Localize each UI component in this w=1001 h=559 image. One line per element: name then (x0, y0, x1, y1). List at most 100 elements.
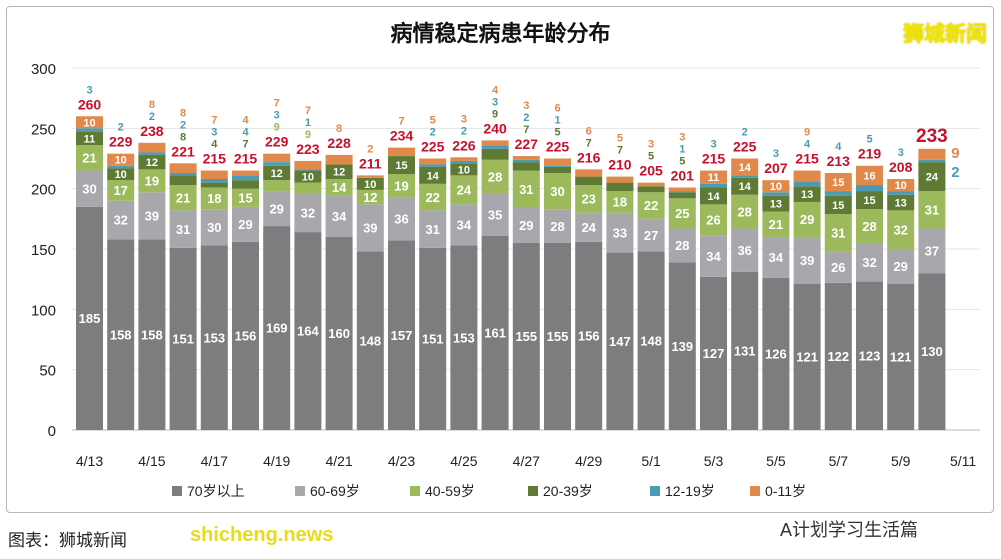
bar-segment (637, 192, 665, 219)
bar-segment (169, 210, 197, 248)
x-tick-label: 4/27 (513, 453, 540, 469)
bar-segment (824, 191, 852, 196)
bar-segment (700, 235, 727, 277)
bar-segment (606, 252, 634, 430)
data-label: 39 (363, 221, 377, 236)
bar-segment (887, 210, 915, 249)
bar-segment (793, 283, 821, 430)
total-label: 234 (390, 128, 414, 144)
data-label: 4 (242, 115, 249, 127)
data-label: 36 (394, 212, 408, 227)
bar-segment (856, 242, 883, 282)
data-label: 151 (422, 332, 444, 347)
bar-segment (700, 204, 727, 236)
bar-segment (294, 182, 322, 194)
y-tick-label: 200 (31, 182, 56, 199)
logo: 狮城新闻 (903, 23, 987, 46)
bar-segment (918, 162, 946, 192)
data-label: 10 (895, 180, 907, 192)
data-label: 4 (492, 84, 499, 96)
bar-segment (824, 251, 852, 283)
data-label: 7 (211, 115, 217, 127)
data-label: 127 (703, 346, 725, 361)
bar-segment (887, 249, 915, 284)
bar-segment (637, 218, 665, 252)
legend-swatch (172, 486, 182, 496)
y-tick-label: 300 (31, 61, 56, 78)
data-label: 29 (519, 218, 533, 233)
data-label: 34 (706, 249, 721, 264)
data-label: 8 (180, 131, 186, 143)
data-label: 185 (79, 311, 101, 326)
bar-segment (419, 158, 447, 165)
data-label: 8 (336, 123, 342, 135)
data-label: 32 (113, 213, 127, 228)
data-label: 122 (827, 349, 849, 364)
data-label: 32 (862, 255, 876, 270)
total-label: 228 (327, 135, 351, 151)
data-label: 148 (359, 333, 381, 348)
bar-segment (388, 147, 415, 157)
bar-segment (232, 170, 259, 176)
total-label: 238 (140, 123, 164, 139)
x-tick-label: 5/7 (829, 453, 849, 469)
data-label: 7 (523, 124, 529, 136)
legend-swatch (750, 486, 760, 496)
data-label: 148 (640, 333, 662, 348)
bar-segment (637, 251, 665, 430)
bar-segment (232, 206, 259, 242)
bar-segment (169, 175, 197, 186)
data-label: 1 (554, 115, 560, 127)
data-label: 3 (710, 139, 716, 151)
data-label: 36 (737, 243, 751, 258)
bar-segment (668, 192, 696, 199)
bar-segment (263, 226, 291, 430)
bar-segment (169, 247, 197, 430)
bar-segment (107, 168, 135, 181)
data-label: 16 (863, 170, 875, 182)
total-label: 207 (764, 160, 788, 176)
data-label: 19 (394, 178, 408, 193)
bar-segment (481, 193, 509, 236)
data-label: 31 (176, 222, 190, 237)
bar-segment (856, 209, 883, 243)
data-label: 31 (831, 225, 845, 240)
x-tick-label: 4/17 (201, 453, 228, 469)
data-label: 7 (586, 137, 592, 149)
total-label: 226 (452, 137, 476, 153)
data-label: 15 (832, 177, 844, 189)
data-label: 5 (617, 133, 623, 145)
site-watermark: shicheng.news (190, 524, 334, 546)
data-label: 2 (461, 125, 467, 137)
bar-segment (263, 180, 291, 192)
data-label: 5 (679, 155, 685, 167)
data-label: 3 (86, 84, 92, 96)
data-label: 10 (364, 179, 376, 191)
bar-segment (606, 191, 634, 213)
bar-segment (544, 165, 571, 167)
total-label: 227 (515, 136, 539, 152)
legend-label: 60-69岁 (310, 483, 360, 499)
data-label: 24 (581, 220, 596, 235)
data-label: 4 (835, 141, 842, 153)
x-tick-label: 5/1 (641, 453, 661, 469)
bar-segment (918, 148, 946, 160)
data-label: 39 (800, 253, 814, 268)
bar-segment (481, 235, 509, 430)
data-label: 6 (554, 103, 560, 115)
bar-segment (450, 175, 478, 205)
bar-segment (762, 180, 790, 193)
x-tick-label: 4/29 (575, 453, 602, 469)
bar-segment (388, 197, 415, 241)
bar-segment (668, 198, 696, 229)
bar-segment (294, 232, 322, 430)
data-label: 161 (484, 326, 506, 341)
bar-segment (544, 166, 571, 173)
data-label: 14 (739, 181, 752, 193)
bar-segment (356, 251, 384, 430)
x-tick-label: 4/13 (76, 453, 103, 469)
bar-segment (887, 194, 915, 211)
x-tick-label: 4/15 (138, 453, 165, 469)
data-label: 9 (305, 129, 311, 141)
total-label: 223 (296, 141, 320, 157)
